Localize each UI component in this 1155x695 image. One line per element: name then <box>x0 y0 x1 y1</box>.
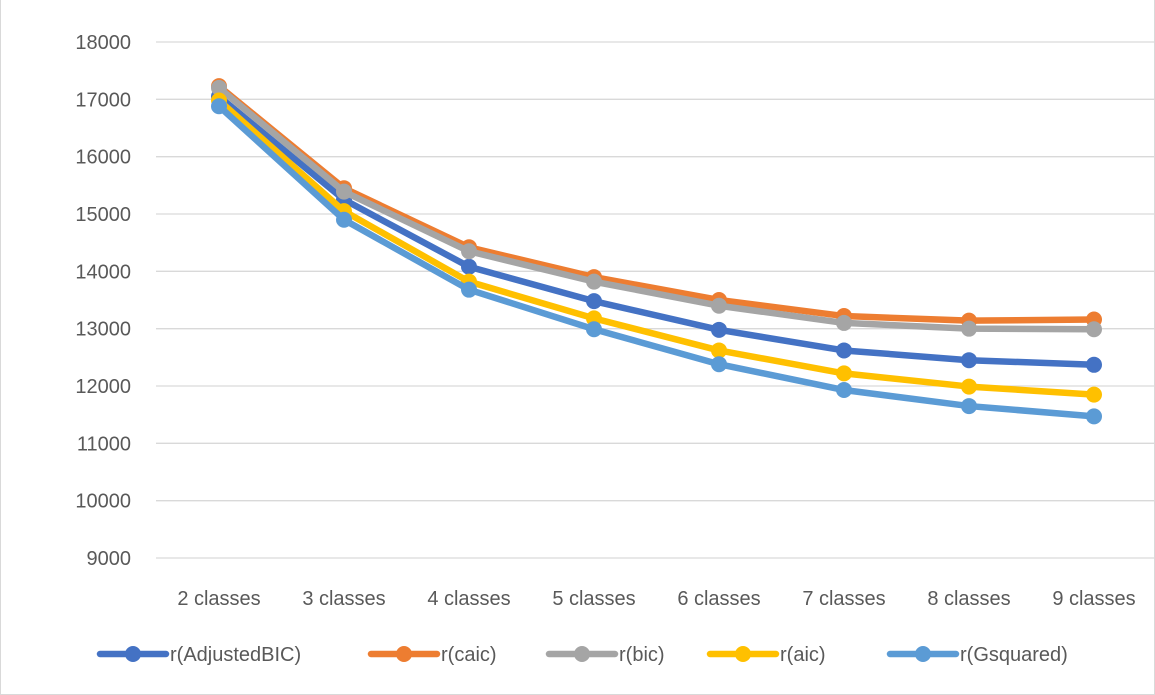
series-line <box>215 102 1098 420</box>
data-point <box>1086 386 1102 403</box>
legend-item: r(Gsquared) <box>886 644 1068 666</box>
legend-item: r(caic) <box>367 644 497 666</box>
data-point <box>961 398 977 415</box>
data-point <box>711 356 727 373</box>
data-point <box>1086 408 1102 425</box>
x-category-label: 4 classes <box>427 588 510 610</box>
legend-label: r(bic) <box>619 644 665 666</box>
series-line <box>215 97 1098 398</box>
y-tick-label: 10000 <box>75 491 131 513</box>
x-category-label: 8 classes <box>927 588 1010 610</box>
x-category-label: 3 classes <box>302 588 385 610</box>
legend: r(AdjustedBIC) r(caic) r(bic) r(aic) r(Gsqua… <box>96 644 1068 666</box>
y-tick-label: 9000 <box>87 548 132 570</box>
data-point <box>711 321 727 338</box>
data-point <box>711 342 727 359</box>
data-point <box>461 243 477 260</box>
legend-label: r(Gsquared) <box>960 644 1068 666</box>
data-point <box>1086 321 1102 338</box>
data-point <box>836 365 852 382</box>
data-point <box>836 314 852 331</box>
data-point <box>711 297 727 314</box>
x-category-label: 9 classes <box>1052 588 1135 610</box>
y-tick-label: 12000 <box>75 376 131 398</box>
x-category-label: 2 classes <box>177 588 260 610</box>
legend-item: r(AdjustedBIC) <box>96 644 301 666</box>
legend-swatch-marker <box>574 646 590 662</box>
data-point <box>211 79 227 96</box>
data-point <box>336 211 352 228</box>
data-point <box>836 382 852 399</box>
legend-label: r(AdjustedBIC) <box>170 644 301 666</box>
data-point <box>961 320 977 337</box>
x-category-label: 6 classes <box>677 588 760 610</box>
x-category-label: 7 classes <box>802 588 885 610</box>
y-tick-label: 17000 <box>75 89 131 111</box>
legend-item: r(bic) <box>545 644 665 666</box>
data-point <box>1086 356 1102 373</box>
series-line <box>215 93 1098 369</box>
y-tick-label: 11000 <box>77 433 131 455</box>
legend-swatch-marker <box>735 646 751 662</box>
y-tick-label: 16000 <box>75 147 131 169</box>
data-point <box>336 183 352 200</box>
data-point <box>836 342 852 359</box>
data-point <box>211 98 227 115</box>
legend-swatch-marker <box>125 646 141 662</box>
data-point <box>586 293 602 310</box>
series-3 <box>211 79 1102 338</box>
y-axis-tick-labels: 9000 10000 11000 12000 13000 14000 15000 16000 1… <box>75 32 131 570</box>
legend-item: r(aic) <box>706 644 826 666</box>
legend-swatch-marker <box>396 646 412 662</box>
data-point <box>586 273 602 290</box>
legend-label: r(aic) <box>780 644 826 666</box>
series-line <box>215 84 1098 333</box>
series-5 <box>211 98 1102 425</box>
y-tick-label: 18000 <box>75 32 131 54</box>
data-point <box>961 352 977 369</box>
legend-swatch-marker <box>915 646 931 662</box>
data-point <box>586 321 602 338</box>
series-lines <box>211 78 1102 425</box>
y-tick-label: 13000 <box>75 319 131 341</box>
data-point <box>461 281 477 298</box>
data-point <box>461 258 477 275</box>
x-category-label: 5 classes <box>552 588 635 610</box>
legend-label: r(caic) <box>441 644 497 666</box>
y-tick-label: 15000 <box>75 204 131 226</box>
data-point <box>961 378 977 395</box>
y-tick-label: 14000 <box>75 261 131 283</box>
gridlines <box>156 41 1155 559</box>
x-axis-category-labels: 2 classes 3 classes 4 classes 5 classes 6 cl… <box>177 588 1135 610</box>
